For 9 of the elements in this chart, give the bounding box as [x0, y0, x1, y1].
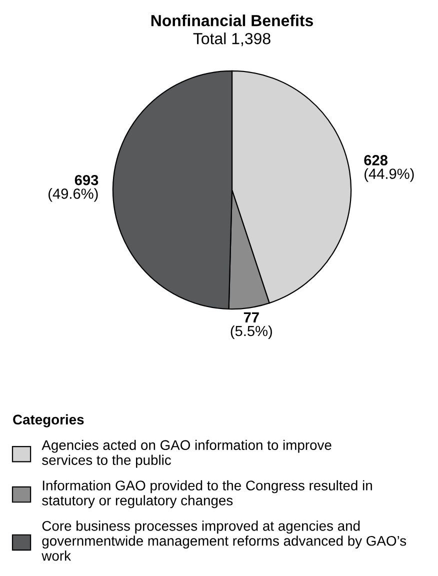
data-label: 628 (44.9%)	[364, 155, 414, 182]
legend-label: Information GAO provided to the Congress resulted in statutory or regulatory changes	[42, 480, 372, 508]
legend-label: Agencies acted on GAO information to improve services to the public	[42, 440, 332, 468]
legend-label: Core business processes improved at agencies and governmentwide management reforms advanced by GAO’s work	[42, 520, 406, 561]
legend-title: Categories	[13, 414, 84, 428]
chart-subtitle: Total 1,398	[193, 32, 270, 46]
data-label: 77 (5.5%)	[230, 312, 272, 340]
data-label: 693 (49.6%)	[48, 174, 98, 202]
chart-title: Nonfinancial Benefits	[151, 14, 313, 26]
